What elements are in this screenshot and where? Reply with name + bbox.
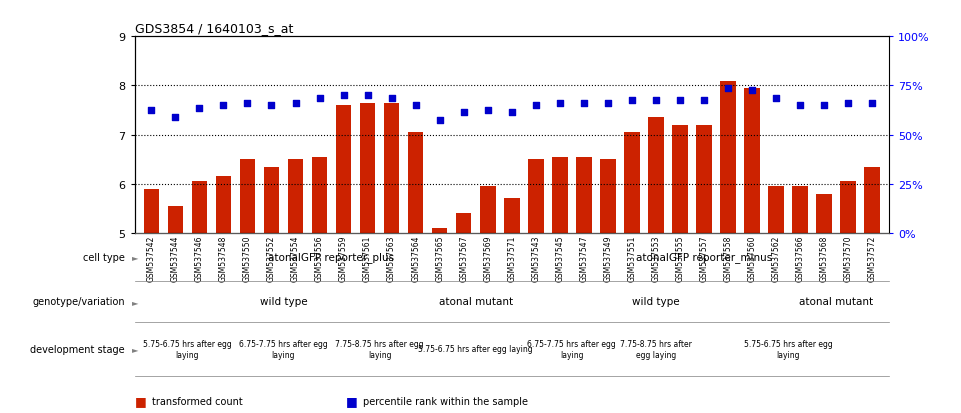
- Bar: [215, 177, 232, 233]
- Bar: [792, 187, 808, 233]
- Bar: [407, 133, 424, 233]
- Bar: [576, 157, 592, 233]
- Point: [192, 105, 208, 112]
- Text: percentile rank within the sample: percentile rank within the sample: [363, 396, 529, 406]
- Text: ■: ■: [135, 394, 146, 407]
- Bar: [816, 194, 832, 233]
- Text: 7.75-8.75 hrs after
egg laying: 7.75-8.75 hrs after egg laying: [620, 339, 692, 358]
- Point: [817, 102, 832, 109]
- Point: [793, 102, 808, 109]
- Bar: [600, 160, 616, 233]
- Text: cell type: cell type: [83, 252, 125, 262]
- Bar: [696, 126, 712, 233]
- Bar: [504, 199, 520, 233]
- Bar: [480, 187, 496, 233]
- Text: atonalGFP reporter_minus: atonalGFP reporter_minus: [636, 252, 772, 263]
- Bar: [143, 189, 160, 233]
- Text: GDS3854 / 1640103_s_at: GDS3854 / 1640103_s_at: [135, 21, 293, 35]
- Bar: [335, 106, 352, 233]
- Bar: [624, 133, 640, 233]
- Point: [577, 100, 592, 107]
- Point: [529, 102, 544, 109]
- Text: atonal mutant: atonal mutant: [438, 297, 513, 306]
- Point: [408, 102, 424, 109]
- Point: [336, 93, 352, 99]
- Point: [240, 100, 256, 107]
- Point: [288, 100, 304, 107]
- Bar: [359, 103, 376, 233]
- Point: [312, 95, 328, 102]
- Bar: [648, 118, 664, 233]
- Text: wild type: wild type: [632, 297, 679, 306]
- Point: [840, 100, 856, 107]
- Text: 5.75-6.75 hrs after egg
laying: 5.75-6.75 hrs after egg laying: [744, 339, 832, 358]
- Bar: [287, 160, 304, 233]
- Point: [673, 97, 688, 104]
- Text: ■: ■: [346, 394, 357, 407]
- Bar: [840, 182, 856, 233]
- Point: [384, 95, 400, 102]
- Point: [745, 88, 760, 95]
- Point: [865, 100, 880, 107]
- Point: [553, 100, 568, 107]
- Point: [168, 115, 184, 121]
- Bar: [864, 167, 880, 233]
- Point: [625, 97, 640, 104]
- Text: 5.75-6.75 hrs after egg
laying: 5.75-6.75 hrs after egg laying: [143, 339, 232, 358]
- Bar: [167, 206, 184, 233]
- Text: ►: ►: [132, 297, 138, 306]
- Bar: [552, 157, 568, 233]
- Point: [360, 93, 376, 99]
- Point: [505, 110, 520, 116]
- Text: transformed count: transformed count: [152, 396, 242, 406]
- Point: [456, 110, 472, 116]
- Bar: [431, 228, 448, 233]
- Point: [144, 107, 160, 114]
- Text: atonal mutant: atonal mutant: [799, 297, 874, 306]
- Bar: [383, 103, 400, 233]
- Bar: [528, 160, 544, 233]
- Text: wild type: wild type: [259, 297, 308, 306]
- Point: [600, 100, 616, 107]
- Text: ►: ►: [132, 253, 138, 261]
- Text: 5.75-6.75 hrs after egg laying: 5.75-6.75 hrs after egg laying: [418, 344, 533, 354]
- Bar: [311, 157, 328, 233]
- Point: [649, 97, 664, 104]
- Text: 6.75-7.75 hrs after egg
laying: 6.75-7.75 hrs after egg laying: [239, 339, 328, 358]
- Text: 7.75-8.75 hrs after egg
laying: 7.75-8.75 hrs after egg laying: [335, 339, 424, 358]
- Point: [264, 102, 280, 109]
- Bar: [263, 167, 280, 233]
- Bar: [768, 187, 784, 233]
- Point: [769, 95, 784, 102]
- Bar: [239, 160, 256, 233]
- Bar: [456, 214, 472, 233]
- Text: genotype/variation: genotype/variation: [33, 297, 125, 306]
- Bar: [744, 89, 760, 233]
- Point: [480, 107, 496, 114]
- Text: 6.75-7.75 hrs after egg
laying: 6.75-7.75 hrs after egg laying: [528, 339, 616, 358]
- Bar: [191, 182, 208, 233]
- Point: [696, 97, 711, 104]
- Point: [721, 85, 736, 92]
- Point: [216, 102, 232, 109]
- Text: ►: ►: [132, 344, 138, 354]
- Text: development stage: development stage: [31, 344, 125, 354]
- Bar: [672, 126, 688, 233]
- Bar: [720, 81, 736, 233]
- Text: atonalGFP reporter_plus: atonalGFP reporter_plus: [268, 252, 395, 263]
- Point: [432, 117, 448, 124]
